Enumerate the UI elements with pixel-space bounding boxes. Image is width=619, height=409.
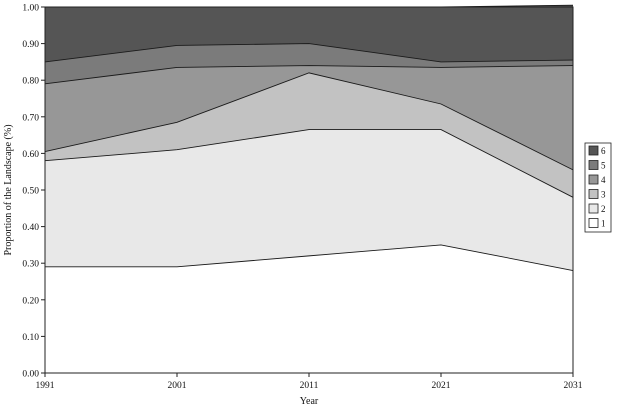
- x-tick-label: 2001: [168, 381, 187, 391]
- boundary-line-series-4: [44, 65, 574, 85]
- legend-swatch-6: [588, 145, 599, 156]
- legend-swatch-3: [588, 189, 599, 199]
- legend-label-2: 2: [601, 204, 606, 214]
- legend-swatch-1: [588, 218, 599, 228]
- y-tick-label: 0.60: [22, 150, 39, 160]
- boundary-line-series-2: [44, 129, 574, 198]
- legend-label-5: 5: [601, 161, 606, 171]
- legend-label-6: 6: [601, 146, 606, 156]
- x-axis-label: Year: [300, 396, 319, 407]
- legend-swatch-4: [588, 174, 599, 185]
- legend-box: [584, 142, 612, 233]
- y-tick-label: 0.30: [22, 260, 39, 270]
- y-tick-label: 0.90: [22, 40, 39, 50]
- area-series-6: [45, 5, 573, 62]
- area-layers: [45, 5, 573, 373]
- y-tick-label: 0.20: [22, 296, 39, 306]
- y-tick-label: 0.10: [22, 333, 39, 343]
- area-series-1: [45, 244, 573, 373]
- y-axis-label: Proportion of the Landscape (%): [3, 124, 14, 255]
- legend-label-1: 1: [601, 219, 606, 229]
- y-tick-label: 0.40: [22, 223, 39, 233]
- boundary-line-series-3: [44, 72, 574, 171]
- y-tick-label: 0.50: [22, 187, 39, 197]
- boundary-line-series-5: [44, 43, 574, 63]
- legend-swatch-2: [588, 203, 599, 214]
- legend-swatch-5: [588, 160, 599, 170]
- area-series-4: [45, 65, 573, 170]
- legend-label-4: 4: [601, 175, 606, 185]
- y-tick-label: 0.80: [22, 77, 39, 87]
- x-tick-label: 2021: [432, 381, 451, 391]
- area-series-2: [45, 129, 573, 271]
- area-series-5: [45, 43, 573, 84]
- x-tick-label: 2011: [300, 381, 319, 391]
- y-tick-label: 0.00: [22, 370, 39, 380]
- boundary-line-series-1: [45, 244, 574, 271]
- y-axis-ticks: 0.00 0.10 0.20 0.30 0.40 0.50 0.60 0.70 0.80 0.90…: [22, 4, 45, 380]
- y-tick-label: 0.70: [22, 113, 39, 123]
- y-tick-label: 1.00: [22, 4, 39, 14]
- x-axis-ticks: 1991 2001 2011 2021 2031: [36, 373, 583, 391]
- legend-label-3: 3: [601, 190, 606, 200]
- legend: 6 5 4 3 2 1: [584, 142, 612, 233]
- x-tick-label: 2031: [564, 381, 583, 391]
- x-tick-label: 1991: [36, 381, 55, 391]
